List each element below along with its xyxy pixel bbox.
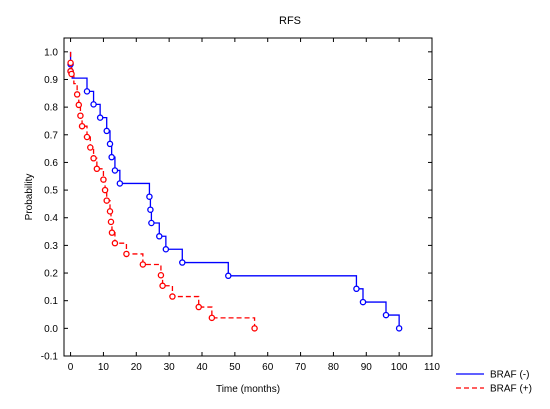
x-tick-label: 40 bbox=[196, 362, 208, 373]
chart-title: RFS bbox=[279, 15, 301, 27]
y-tick-label: 0.0 bbox=[44, 324, 58, 335]
event-marker bbox=[208, 314, 216, 322]
event-marker bbox=[251, 325, 258, 332]
series-braf-negative bbox=[67, 51, 403, 332]
event-marker bbox=[382, 311, 390, 319]
x-tick-label: 30 bbox=[164, 362, 176, 373]
event-marker bbox=[147, 206, 154, 213]
event-marker bbox=[93, 165, 101, 173]
event-marker bbox=[75, 101, 83, 109]
event-marker bbox=[111, 167, 119, 174]
legend-label: BRAF (-) bbox=[490, 370, 529, 381]
event-marker bbox=[83, 133, 91, 141]
event-marker bbox=[87, 144, 94, 151]
x-tick-label: 0 bbox=[68, 362, 74, 373]
x-tick-label: 50 bbox=[229, 362, 241, 373]
event-marker bbox=[395, 325, 403, 332]
event-marker bbox=[67, 59, 74, 67]
event-marker bbox=[148, 219, 155, 227]
series-braf-positive bbox=[67, 51, 258, 332]
y-tick-label: 0.7 bbox=[44, 130, 58, 141]
y-tick-label: 0.3 bbox=[44, 241, 58, 252]
y-tick-label: 0.9 bbox=[44, 75, 58, 86]
event-marker bbox=[107, 218, 115, 226]
event-marker bbox=[68, 70, 75, 78]
event-marker bbox=[77, 112, 84, 119]
event-marker bbox=[101, 186, 109, 194]
y-axis-title: Probability bbox=[24, 174, 35, 221]
event-marker bbox=[108, 229, 116, 236]
x-tick-label: 60 bbox=[262, 362, 274, 373]
event-marker bbox=[73, 91, 81, 98]
event-marker bbox=[108, 153, 115, 161]
y-tick-label: 1.0 bbox=[44, 47, 58, 58]
event-marker bbox=[106, 140, 114, 148]
y-tick-label: 0.2 bbox=[44, 269, 58, 280]
y-tick-label: 0.4 bbox=[44, 213, 58, 224]
y-tick-label: 0.1 bbox=[44, 296, 58, 307]
event-marker bbox=[157, 272, 165, 279]
event-marker bbox=[78, 122, 86, 130]
event-marker bbox=[123, 250, 130, 258]
x-tick-label: 90 bbox=[361, 362, 373, 373]
event-marker bbox=[111, 239, 119, 247]
y-tick-label: 0.6 bbox=[44, 158, 58, 169]
axes-group: 0 10 20 30 40 50 60 70 80 90 100 110 -0.1 0.0 0.1 0.2 0.… bbox=[41, 38, 440, 373]
event-marker bbox=[169, 293, 176, 300]
event-marker bbox=[225, 272, 232, 280]
x-tick-label: 20 bbox=[131, 362, 143, 373]
y-tick-label: 0.5 bbox=[44, 186, 58, 197]
event-marker bbox=[359, 298, 367, 306]
event-marker bbox=[106, 208, 114, 215]
series-line bbox=[69, 51, 400, 329]
x-axis-title: Time (months) bbox=[216, 384, 280, 395]
x-tick-label: 10 bbox=[98, 362, 110, 373]
legend: BRAF (-) BRAF (+) bbox=[456, 370, 532, 395]
legend-label: BRAF (+) bbox=[490, 384, 532, 395]
event-marker bbox=[156, 233, 163, 240]
event-marker bbox=[159, 282, 166, 290]
x-tick-label: 80 bbox=[328, 362, 340, 373]
event-marker bbox=[146, 193, 153, 200]
event-marker bbox=[195, 303, 202, 311]
event-marker bbox=[90, 101, 97, 108]
event-marker bbox=[162, 246, 170, 253]
event-marker bbox=[100, 176, 107, 183]
series-line bbox=[69, 51, 256, 329]
y-tick-label: 0.8 bbox=[44, 103, 58, 114]
event-marker bbox=[103, 127, 110, 135]
event-marker bbox=[103, 197, 110, 204]
plot-frame bbox=[63, 37, 433, 357]
event-marker bbox=[353, 285, 360, 293]
series-layer bbox=[67, 51, 403, 332]
event-marker bbox=[116, 180, 124, 187]
event-marker bbox=[139, 261, 147, 268]
event-marker bbox=[90, 155, 97, 162]
x-tick-label: 70 bbox=[295, 362, 307, 373]
x-tick-label: 100 bbox=[391, 362, 408, 373]
event-marker bbox=[179, 259, 186, 266]
event-marker bbox=[83, 88, 91, 95]
y-tick-label: -0.1 bbox=[41, 352, 59, 363]
event-marker bbox=[96, 114, 104, 121]
x-tick-label: 110 bbox=[424, 362, 440, 373]
